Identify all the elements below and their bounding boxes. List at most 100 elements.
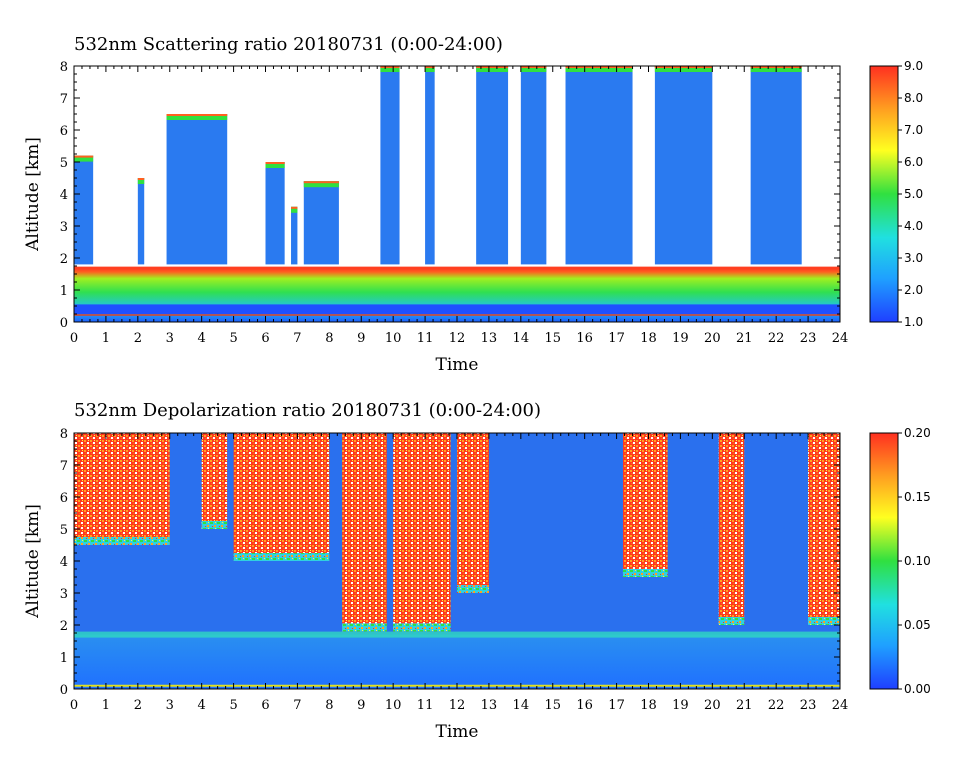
x-tick-label: 20 — [704, 331, 721, 346]
x-tick-label: 5 — [229, 331, 237, 346]
x-tick-label: 18 — [640, 331, 657, 346]
scattering-ratio-panel: 532nm Scattering ratio 20180731 (0:00-24… — [23, 34, 923, 375]
colorbar-tick-label: 3.0 — [904, 251, 923, 265]
x-axis-ticks: 0 1 2 3 4 5 6 7 8 9 10 11 12 13 14 15 16 17 18 19 20 21 22 23 24 — [70, 433, 848, 713]
colorbar-tick-label: 7.0 — [904, 123, 923, 137]
x-tick-label: 23 — [800, 331, 817, 346]
x-tick-label: 11 — [417, 331, 434, 346]
x-tick-label: 1 — [102, 698, 110, 713]
cloud-top-contour — [654, 66, 713, 68]
high-depolarization-region — [233, 433, 330, 561]
high-depolarization-region — [201, 433, 228, 529]
colorbar-ticks: 1.0 2.0 3.0 4.0 5.0 6.0 7.0 8.0 9.0 — [898, 59, 923, 329]
y-axis-ticks: 0 1 2 3 4 5 6 7 8 — [60, 60, 840, 331]
x-tick-label: 3 — [166, 331, 174, 346]
y-tick-label: 5 — [60, 523, 68, 538]
x-tick-label: 12 — [449, 331, 466, 346]
y-tick-label: 3 — [60, 220, 68, 235]
chart-title: 532nm Scattering ratio 20180731 (0:00-24… — [74, 34, 503, 55]
x-tick-label: 15 — [544, 698, 561, 713]
cloud-top-contour — [520, 66, 547, 68]
cloud-top-edge — [265, 162, 285, 168]
x-tick-label: 24 — [832, 698, 849, 713]
high-depolarization-region — [393, 433, 451, 632]
cloud-top-contour — [166, 114, 228, 116]
x-tick-label: 14 — [513, 698, 530, 713]
cloud-column — [565, 66, 633, 265]
x-tick-label: 19 — [672, 698, 689, 713]
x-tick-label: 9 — [357, 331, 365, 346]
colorbar-ticks: 0.00 0.05 0.10 0.15 0.20 — [898, 426, 931, 696]
colorbar-tick-label: 4.0 — [904, 219, 923, 233]
x-tick-label: 2 — [134, 698, 142, 713]
y-axis-ticks: 0 1 2 3 4 5 6 7 8 — [60, 427, 840, 698]
cloud-top-edge — [303, 181, 339, 188]
colorbar-tick-label: 8.0 — [904, 91, 923, 105]
y-tick-label: 7 — [60, 459, 68, 474]
cloud-column — [303, 181, 339, 265]
x-tick-label: 21 — [736, 698, 753, 713]
x-tick-label: 6 — [261, 698, 269, 713]
cloud-column — [166, 114, 228, 265]
boundary-layer-band — [74, 634, 840, 689]
cloud-top-edge — [137, 178, 145, 184]
cloud-top-contour — [565, 66, 633, 68]
high-depolarization-region — [342, 433, 387, 632]
cloud-column — [380, 66, 400, 265]
cloud-top-edge — [565, 66, 633, 72]
x-tick-label: 4 — [198, 331, 206, 346]
x-tick-label: 20 — [704, 698, 721, 713]
cloud-top-contour — [303, 181, 339, 184]
y-tick-label: 6 — [60, 124, 68, 139]
x-tick-label: 23 — [800, 698, 817, 713]
y-tick-label: 8 — [60, 427, 68, 442]
x-tick-label: 11 — [417, 698, 434, 713]
x-tick-label: 4 — [198, 698, 206, 713]
y-tick-label: 1 — [60, 651, 68, 666]
colorbar-tick-label: 6.0 — [904, 155, 923, 169]
cloud-top-edge — [476, 66, 509, 72]
colorbar-tick-label: 0.00 — [904, 682, 931, 696]
y-tick-label: 1 — [60, 284, 68, 299]
colorbar-tick-label: 9.0 — [904, 59, 923, 73]
x-tick-label: 2 — [134, 331, 142, 346]
x-tick-label: 22 — [768, 331, 785, 346]
y-axis-label: Altitude [km] — [23, 137, 43, 252]
depolarization-base-edge — [201, 521, 228, 529]
depolarization-ratio-panel: 532nm Depolarization ratio 20180731 (0:0… — [23, 400, 931, 742]
y-tick-label: 2 — [60, 619, 68, 634]
x-tick-label: 18 — [640, 698, 657, 713]
x-tick-label: 3 — [166, 698, 174, 713]
y-tick-label: 6 — [60, 491, 68, 506]
cloud-top-edge — [291, 206, 298, 213]
y-tick-label: 8 — [60, 60, 68, 75]
x-tick-label: 19 — [672, 331, 689, 346]
cloud-layer — [74, 66, 802, 265]
colorbar-tick-label: 2.0 — [904, 283, 923, 297]
depolarization-base-edge — [233, 553, 330, 561]
colorbar-tick-label: 0.10 — [904, 554, 931, 568]
colorbar: 0.00 0.05 0.10 0.15 0.20 — [869, 426, 931, 696]
x-tick-label: 0 — [70, 698, 78, 713]
near-surface-layer — [74, 304, 840, 314]
cloud-column — [476, 66, 509, 265]
x-tick-label: 7 — [293, 331, 301, 346]
depolarization-base-edge — [718, 617, 745, 625]
plot-area — [73, 432, 841, 690]
x-tick-label: 21 — [736, 331, 753, 346]
y-tick-label: 7 — [60, 92, 68, 107]
cloud-top-edge — [654, 66, 713, 72]
cloud-top-edge — [166, 114, 228, 120]
cloud-column — [291, 206, 298, 265]
colorbar-tick-label: 1.0 — [904, 315, 923, 329]
x-tick-label: 8 — [325, 698, 333, 713]
y-tick-label: 4 — [60, 555, 68, 570]
cloud-top-contour — [476, 66, 509, 68]
boundary-layer — [74, 266, 840, 322]
cloud-column — [425, 66, 435, 265]
cloud-top-edge — [425, 66, 435, 72]
cloud-top-contour — [137, 178, 145, 180]
cloud-top-edge — [74, 155, 94, 162]
x-tick-label: 9 — [357, 698, 365, 713]
